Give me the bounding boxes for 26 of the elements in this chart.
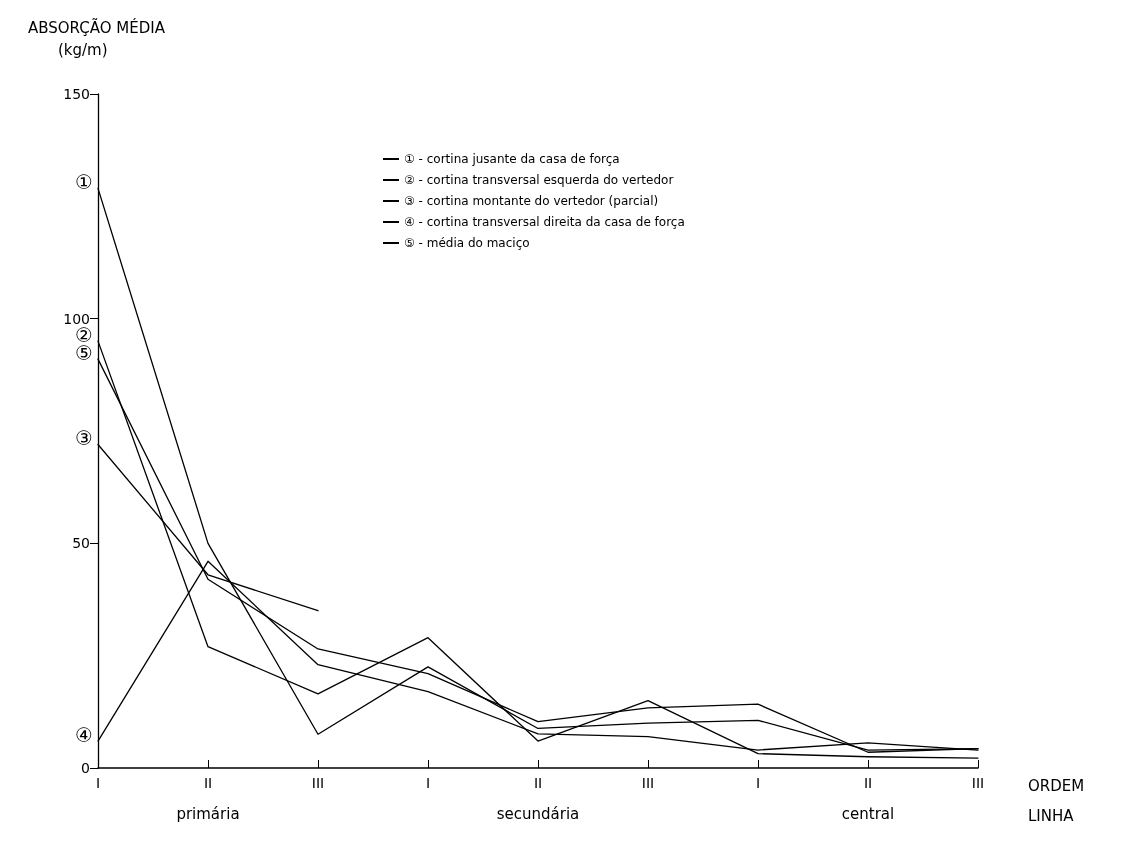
legend-label: ③ - cortina montante do vertedor (parcial) [404, 194, 659, 208]
x-tick-label: III [971, 775, 985, 791]
x-tick-label: II [533, 775, 543, 791]
legend-label: ② - cortina transversal esquerda do vertedor [404, 173, 674, 187]
y-tick-label: 0 [81, 760, 90, 776]
text: central [841, 804, 895, 823]
y-tick-label: 100 [63, 310, 90, 327]
legend-label: ⑤ - média do maciço [404, 236, 530, 250]
x-tick-label: III [641, 775, 655, 791]
text: primária [176, 804, 240, 823]
x-tick-label: I [95, 775, 101, 791]
annotation: ④ [75, 723, 93, 748]
annotation: ③ [75, 426, 93, 451]
legend-label: ① - cortina jusante da casa de força [404, 152, 620, 166]
y-tick-label: 50 [72, 535, 90, 552]
x-tick-label: I [755, 775, 761, 791]
x-tick-label: I [425, 775, 431, 791]
legend-label: ④ - cortina transversal direita da casa de força [404, 215, 685, 229]
text: secundária [496, 804, 580, 823]
y-axis-title: ABSORÇÃO MÉDIA (kg/m) [28, 17, 166, 59]
x-axis-title: ORDEM LINHA [1028, 776, 1085, 825]
annotation: ① [75, 170, 93, 195]
x-tick-label: II [863, 775, 873, 791]
y-tick-label: 150 [63, 86, 90, 102]
x-tick-label: II [203, 775, 213, 791]
x-tick-label: III [311, 775, 325, 791]
